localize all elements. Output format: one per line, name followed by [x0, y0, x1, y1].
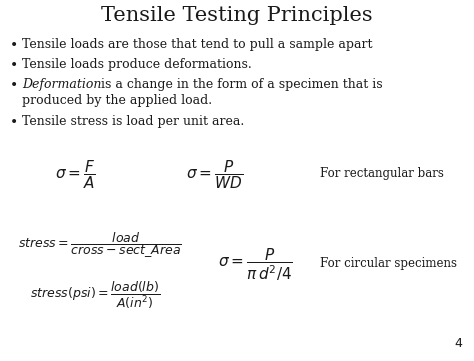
Text: For circular specimens: For circular specimens	[320, 257, 457, 270]
Text: $stress = \dfrac{load}{cross-sect\_Area}$: $stress = \dfrac{load}{cross-sect\_Area}…	[18, 230, 182, 260]
Text: produced by the applied load.: produced by the applied load.	[22, 94, 212, 107]
Text: •: •	[10, 115, 18, 129]
Text: $\sigma = \dfrac{P}{WD}$: $\sigma = \dfrac{P}{WD}$	[186, 158, 244, 191]
Text: is a change in the form of a specimen that is: is a change in the form of a specimen th…	[97, 78, 383, 91]
Text: Tensile Testing Principles: Tensile Testing Principles	[101, 6, 373, 25]
Text: •: •	[10, 78, 18, 92]
Text: $stress(psi) = \dfrac{load(lb)}{A(in^{2})}$: $stress(psi) = \dfrac{load(lb)}{A(in^{2}…	[30, 279, 160, 310]
Text: Deformation: Deformation	[22, 78, 101, 91]
Text: $\sigma = \dfrac{F}{A}$: $\sigma = \dfrac{F}{A}$	[55, 158, 95, 191]
Text: 4: 4	[454, 337, 462, 350]
Text: •: •	[10, 58, 18, 72]
Text: •: •	[10, 38, 18, 52]
Text: For rectangular bars: For rectangular bars	[320, 167, 444, 180]
Text: $\sigma = \dfrac{P}{\pi\, d^{2}/4}$: $\sigma = \dfrac{P}{\pi\, d^{2}/4}$	[218, 247, 292, 283]
Text: Tensile loads produce deformations.: Tensile loads produce deformations.	[22, 58, 252, 71]
Text: Tensile stress is load per unit area.: Tensile stress is load per unit area.	[22, 115, 244, 128]
Text: Tensile loads are those that tend to pull a sample apart: Tensile loads are those that tend to pul…	[22, 38, 373, 51]
